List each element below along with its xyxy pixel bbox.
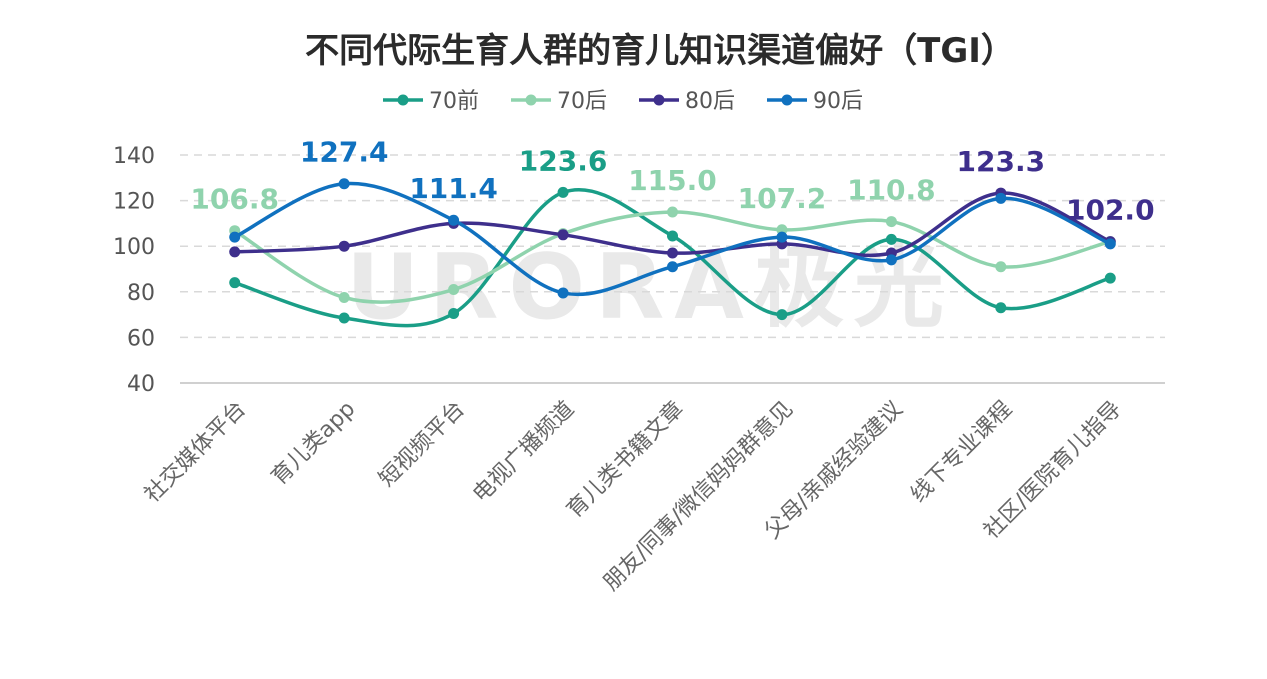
data-point [995,302,1007,314]
y-tick-label: 40 [127,372,155,397]
data-label: 102.0 [1066,194,1155,227]
data-point [1104,272,1116,284]
data-point [557,229,569,241]
data-label: 107.2 [738,182,827,215]
x-category-label: 育儿类书籍文章 [562,397,689,524]
gridlines [180,154,1165,384]
data-point [776,231,788,243]
series-70前 [229,186,1116,328]
x-category-label: 育儿类app [267,397,361,491]
y-tick-label: 140 [113,144,155,169]
data-label: 123.6 [519,144,608,177]
data-point [995,192,1007,204]
legend-label: 70前 [429,89,479,114]
data-point [776,309,788,321]
series-90后 [229,178,1116,299]
legend-label: 90后 [813,89,863,114]
data-annotations: 106.8 127.4 111.4 123.6 115.0 107.2 110.8 123.3… [190,136,1154,227]
data-point [448,284,460,296]
legend-marker [653,94,665,106]
data-point [448,214,460,226]
legend-marker [397,94,409,106]
y-tick-label: 120 [113,190,155,215]
x-category-label: 电视广播频道 [468,397,579,508]
legend-item: 80后 [639,89,735,114]
data-point [995,261,1007,273]
data-point [667,230,678,242]
legend-label: 70后 [557,89,607,114]
data-label: 110.8 [847,174,936,207]
y-tick-label: 80 [127,281,155,306]
data-point [667,206,678,218]
legend-item: 70后 [511,89,607,114]
data-point [885,233,897,245]
x-category-label: 线下专业课程 [906,397,1017,508]
data-point [229,231,241,243]
legend-item: 70前 [383,89,479,114]
x-category-label: 短视频平台 [374,397,469,492]
legend: 70前 70后 80后 90后 [383,89,863,114]
x-category-label: 朋友/同事/微信妈妈群意见 [599,397,798,596]
data-point [338,240,350,252]
data-point [667,247,678,259]
data-label: 115.0 [628,164,717,197]
chart-title: 不同代际生育人群的育儿知识渠道偏好（TGI） [305,31,1015,71]
data-label: 111.4 [409,172,498,205]
data-point [885,254,897,266]
y-tick-label: 100 [113,235,155,260]
legend-item: 90后 [767,89,863,114]
data-point [338,292,350,303]
data-point [885,216,897,228]
data-point [557,186,569,198]
data-label: 106.8 [190,183,279,216]
legend-label: 80后 [685,89,735,114]
data-point [667,261,678,273]
data-point [448,307,460,319]
series-lines [229,178,1116,328]
x-category-label: 社交媒体平台 [140,397,251,508]
data-point [229,277,241,289]
x-axis: 社交媒体平台 育儿类app 短视频平台电视广播频道育儿类书籍文章朋友/同事/微信妈妈… [140,397,1127,596]
data-point [557,287,569,299]
data-label: 127.4 [300,136,389,169]
data-label: 123.3 [957,145,1046,178]
data-point [1104,238,1116,250]
data-point [229,246,241,258]
data-point [338,178,350,190]
legend-marker [781,94,793,106]
legend-marker [525,94,537,106]
data-point [338,312,350,324]
y-axis: 40 60 80 100 120 140 [113,144,155,397]
y-tick-label: 60 [127,326,155,351]
